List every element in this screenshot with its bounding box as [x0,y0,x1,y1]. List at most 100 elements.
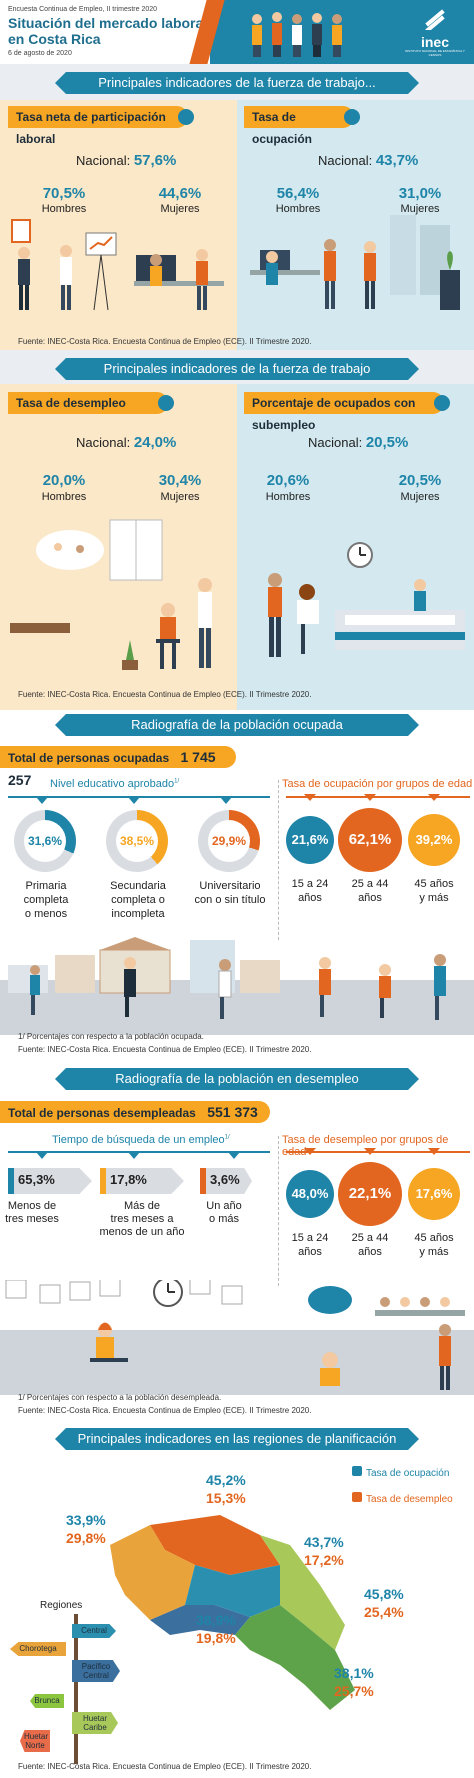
vertical-divider [278,1136,279,1286]
search-title: Tiempo de búsqueda de un empleo1/ [52,1134,230,1146]
section4-total: Total de personas desempleadas 551 373 [0,1101,270,1123]
section2-women-value: 30,4% [158,472,202,489]
occupation-age-caption: 15 a 24 [291,878,329,890]
section2-ribbon: Principales indicadores de la fuerza de … [55,358,419,380]
edu-caption: Universitario [199,880,261,892]
region-unemployment-value: 17,2% [304,1552,344,1568]
edu-donut: 38,5% [106,810,168,872]
underemployment-illustration [245,540,470,680]
inec-logo-text: inec [420,34,449,50]
section4-ribbon: Radiografía de la población en desempleo [55,1068,419,1090]
search-arrow-bar [200,1168,252,1194]
section1-right-tag: Tasa de ocupación [244,106,360,146]
region-unemployment-value: 29,8% [66,1530,106,1546]
occupation-age-caption: años [298,892,322,904]
region-huetar-caribe [260,1535,345,1650]
education-illustration [0,935,474,1035]
edu-caption: incompleta [111,908,165,920]
occupation-age-circle: 39,2% [408,814,460,866]
search-caption: Más de [123,1200,161,1212]
section1-left-tag: Tasa neta de participación laboral [8,106,194,146]
search-caption: menos de un año [99,1226,185,1238]
search-caption: Un año [206,1200,242,1212]
unemployment-age-caption: 25 a 44 [351,1232,389,1244]
search-value: 3,6% [210,1172,240,1187]
section1-men-value: 70,5% [42,185,86,202]
occupation-age-caption: 25 a 44 [351,878,389,890]
unemployment-age-caption: y más [419,1246,449,1258]
region-sign: Central [72,1624,116,1638]
header-date: 6 de agosto de 2020 [8,50,72,57]
section1-men-label: Hombres [41,203,87,215]
section2-women-label: Mujeres [160,491,200,503]
region-unemployment-value: 15,3% [206,1490,246,1506]
region-huetar-norte [150,1515,280,1575]
age-title: Tasa de ocupación por grupos de edad [282,778,473,790]
unemployment-age-circle: 17,6% [408,1168,460,1220]
search-arrow-bar [8,1168,92,1194]
search-pointer-icon [36,1152,48,1159]
section1-right-men-label: Hombres [275,203,321,215]
region-pacifico-central [150,1605,250,1635]
edu-caption: completa [23,894,69,906]
job-search-illustration [0,1275,474,1395]
edu-caption: con o sin título [194,894,266,906]
section1-left-national: Nacional: 57,6% [76,152,177,169]
region-sign: Huetar Caribe [72,1712,118,1734]
inec-logo-subtext: INSTITUTO NACIONAL DE ESTADÍSTICA Y CENS… [405,49,465,57]
section1-right-national: Nacional: 43,7% [318,152,419,169]
occupation-age-pointer-icon [364,794,376,801]
region-unemployment-value: 19,8% [196,1630,236,1646]
header-survey: Encuesta Continua de Empleo, II trimestr… [8,6,158,13]
unemployment-age-caption: 45 años [414,1232,454,1244]
section2-left-national: Nacional: 24,0% [76,434,177,451]
section2-right-tag: Porcentaje de ocupados con subempleo [244,392,450,432]
unemployment-age-circle: 22,1% [338,1162,402,1226]
search-caption: Menos de [7,1200,57,1212]
region-sign: Huetar Norte [20,1730,50,1752]
inec-logo: inec INSTITUTO NACIONAL DE ESTADÍSTICA Y… [405,8,465,57]
section2-right-men-value: 20,6% [266,472,310,489]
edu-pointer-icon [128,797,140,804]
search-caption: tres meses [5,1213,59,1225]
header-title-line2: en Costa Rica [8,31,101,47]
unemployment-age-caption: 15 a 24 [291,1232,329,1244]
section1-women-label: Mujeres [160,203,200,215]
section3-ribbon: Radiografía de la población ocupada [55,714,419,736]
header-title-line1: Situación del mercado laboral [8,15,208,31]
section1-right-men-value: 56,4% [276,185,320,202]
occupation-age-pointer-icon [304,794,316,801]
office-illustration-left [6,215,231,315]
tag-text: Tasa de ocupación [252,110,313,146]
occupation-age-caption: 45 años [414,878,454,890]
unemployment-age-caption: años [358,1246,382,1258]
section2-men-label: Hombres [41,491,87,503]
edu-donut-value: 31,6% [24,820,66,862]
edu-caption: o menos [24,908,68,920]
region-sign: Brunca [30,1694,64,1708]
costa-rica-map [110,1505,380,1725]
header: Encuesta Continua de Empleo, II trimestr… [0,0,474,64]
edu-caption: completa o [111,894,165,906]
occupation-age-caption: y más [419,892,449,904]
workers-illustration [245,10,355,58]
total-value: 1 745 257 [8,749,216,788]
tag-text: Porcentaje de ocupados con subempleo [252,396,416,432]
section1-right-women-label: Mujeres [400,203,440,215]
regions-title: Regiones [40,1600,83,1611]
unemployment-age-circle: 48,0% [286,1170,334,1218]
occupation-age-caption: años [358,892,382,904]
section2-right-women-label: Mujeres [400,491,440,503]
section3-source: Fuente: INEC-Costa Rica. Encuesta Contin… [18,1045,312,1054]
region-unemployment-value: 25,7% [334,1683,374,1699]
office-illustration-right [240,215,470,315]
section5-source: Fuente: INEC-Costa Rica. Encuesta Contin… [18,1762,312,1771]
signpost-pole [74,1614,78,1764]
region-central [185,1565,280,1617]
occupation-age-pointer-icon [428,794,440,801]
unemployment-age-pointer-icon [364,1148,376,1155]
region-unemployment-value: 25,4% [364,1604,404,1620]
section4-source: Fuente: INEC-Costa Rica. Encuesta Contin… [18,1406,312,1415]
region-occupation-value: 45,2% [206,1472,246,1488]
search-arrow-bar [100,1168,184,1194]
